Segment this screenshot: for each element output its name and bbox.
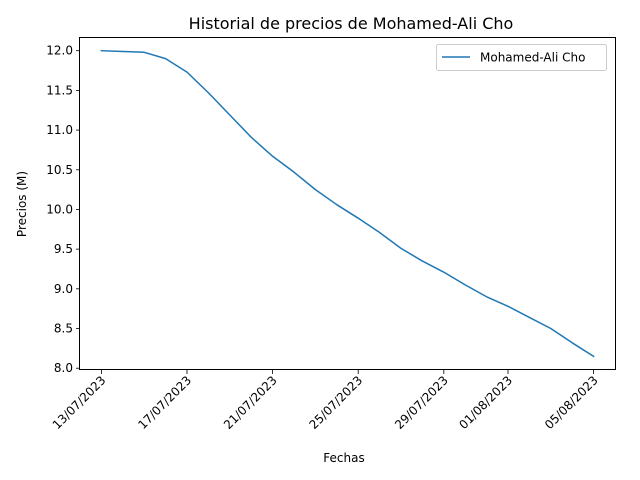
x-tick-label: 29/07/2023 <box>392 373 451 432</box>
y-tick-label: 8.0 <box>54 361 73 375</box>
y-tick-label: 12.0 <box>46 44 73 58</box>
y-tick-label: 9.0 <box>54 282 73 296</box>
y-tick-label: 11.0 <box>46 123 73 137</box>
y-tick-label: 10.5 <box>46 163 73 177</box>
y-tick-label: 8.5 <box>54 322 73 336</box>
plot-area <box>100 49 595 358</box>
legend-box <box>436 44 607 71</box>
series-line-mohamed-ali-cho <box>100 49 595 358</box>
x-tick-label: 13/07/2023 <box>50 373 109 432</box>
x-tick-label: 21/07/2023 <box>221 373 280 432</box>
x-axis-label: Fechas <box>323 451 364 465</box>
y-axis: 8.0 8.5 9.0 9.5 10.0 10.5 11.0 11.5 12.0 <box>46 44 80 375</box>
chart-title: Historial de precios de Mohamed-Ali Cho <box>189 14 514 33</box>
plot-frame <box>79 37 616 370</box>
x-tick-label: 25/07/2023 <box>307 373 366 432</box>
legend-label: Mohamed-Ali Cho <box>480 51 585 65</box>
y-tick-label: 10.0 <box>46 202 73 216</box>
legend: Mohamed-Ali Cho <box>436 44 607 71</box>
x-tick-label: 01/08/2023 <box>456 373 515 432</box>
x-tick-label: 17/07/2023 <box>135 373 194 432</box>
y-tick-label: 9.5 <box>54 242 73 256</box>
x-tick-label: 05/08/2023 <box>542 373 601 432</box>
x-axis: 13/07/2023 17/07/2023 21/07/2023 25/07/2023… <box>50 370 601 432</box>
y-axis-label: Precios (M) <box>15 171 29 237</box>
y-tick-label: 11.5 <box>46 83 73 97</box>
